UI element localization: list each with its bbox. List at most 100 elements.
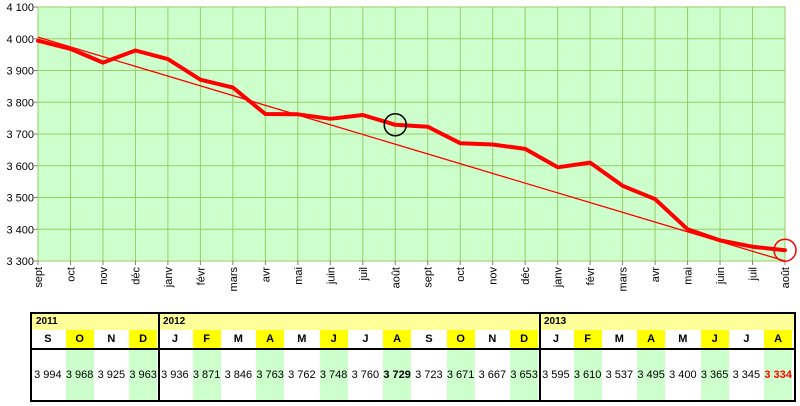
data-point <box>751 245 755 249</box>
x-tick-label: juil <box>358 267 370 281</box>
year-separator <box>539 314 541 400</box>
year-header <box>159 314 540 330</box>
line-chart: 3 300 3 400 3 500 3 600 3 700 3 800 3 900 4 000… <box>6 2 797 292</box>
x-tick-label: mars <box>228 267 240 292</box>
month-header: A <box>256 330 284 348</box>
data-point <box>36 39 40 43</box>
year-header <box>32 314 159 330</box>
month-header: A <box>764 330 792 348</box>
value-cell: 3 537 <box>605 369 634 381</box>
highlight-circle-black <box>383 113 408 137</box>
value-cell: 3 925 <box>97 369 126 381</box>
data-point <box>458 141 462 145</box>
x-tick-label: nov <box>98 267 110 285</box>
x-tick-label: janv <box>163 267 175 289</box>
data-point <box>393 123 397 127</box>
month-header: M <box>297 333 307 345</box>
data-point <box>101 61 105 65</box>
month-header: M <box>678 333 688 345</box>
data-point <box>491 142 495 146</box>
data-point <box>718 238 722 242</box>
month-header: F <box>192 330 221 348</box>
x-tick-label: nov <box>488 267 500 285</box>
data-point <box>783 248 787 252</box>
month-header: N <box>488 333 497 345</box>
value-cell: 3 871 <box>192 350 221 400</box>
month-header: J <box>362 333 369 345</box>
value-cell: 3 994 <box>34 369 62 381</box>
data-point <box>296 112 300 116</box>
month-header: M <box>614 333 624 345</box>
month-header: S <box>44 333 52 345</box>
value-cell: 3 334 <box>764 350 792 400</box>
data-point <box>621 184 625 188</box>
highlight-circle-red <box>773 238 797 262</box>
value-cell: 3 667 <box>478 369 507 381</box>
data-point <box>133 48 137 52</box>
year-separator <box>158 314 160 400</box>
data-point <box>198 78 202 82</box>
data-point <box>68 47 72 51</box>
value-cell: 3 763 <box>256 350 284 400</box>
x-tick-label: mai <box>293 267 305 285</box>
month-header: J <box>552 333 559 345</box>
year-label: 2011 <box>36 316 58 327</box>
month-header: S <box>425 333 433 345</box>
header-separator <box>32 348 794 350</box>
data-point <box>166 57 170 61</box>
month-header: D <box>129 330 157 348</box>
value-cell: 3 595 <box>542 369 570 381</box>
value-cell: 3 748 <box>319 350 348 400</box>
x-tick-label: juin <box>715 267 727 285</box>
value-cell: 3 729 <box>383 350 411 400</box>
y-tick-label: 3 500 <box>6 193 34 205</box>
year-label: 2012 <box>163 316 186 327</box>
value-cell: 3 846 <box>224 369 253 381</box>
y-tick-label: 4 000 <box>6 34 34 46</box>
y-tick-label: 3 400 <box>6 224 34 236</box>
x-tick-label: août <box>780 267 792 288</box>
month-header: D <box>510 330 538 348</box>
x-tick-label: août <box>390 267 402 288</box>
data-point <box>361 113 365 117</box>
value-cell: 3 968 <box>65 350 94 400</box>
value-cell: 3 610 <box>573 350 602 400</box>
month-header: M <box>233 333 243 345</box>
value-cell: 3 723 <box>415 369 443 381</box>
y-tick-label: 3 300 <box>6 256 34 268</box>
value-cell: 3 400 <box>669 369 697 381</box>
x-tick-label: mai <box>683 267 695 285</box>
y-tick-label: 3 600 <box>6 161 34 173</box>
trend-line <box>37 36 786 262</box>
x-tick-label: févr <box>585 267 597 286</box>
month-header: J <box>319 330 348 348</box>
value-cell: 3 365 <box>700 350 729 400</box>
x-tick-label: sept <box>423 267 435 288</box>
month-header: A <box>383 330 411 348</box>
x-tick-label: févr <box>195 267 207 286</box>
y-tick-label: 3 800 <box>6 97 34 109</box>
x-tick-label: oct <box>455 267 467 282</box>
data-point <box>686 227 690 231</box>
data-point <box>523 147 527 151</box>
data-point <box>328 117 332 121</box>
data-point <box>588 161 592 165</box>
month-header: N <box>107 333 116 345</box>
data-point <box>653 197 657 201</box>
x-tick-label: déc <box>520 267 532 285</box>
series-line <box>36 38 787 253</box>
data-point <box>231 86 235 90</box>
value-cell: 3 760 <box>351 369 380 381</box>
month-header: J <box>171 333 178 345</box>
data-point <box>263 112 267 116</box>
y-tick-label: 3 700 <box>6 129 34 141</box>
x-tick-label: juil <box>748 267 760 281</box>
x-tick-label: mars <box>618 267 630 292</box>
month-header: A <box>637 330 665 348</box>
month-header: O <box>65 330 94 348</box>
value-cell: 3 345 <box>732 369 761 381</box>
x-tick-label: avr <box>650 267 662 283</box>
value-cell: 3 936 <box>161 369 189 381</box>
data-point <box>426 125 430 129</box>
x-tick-label: avr <box>260 267 272 283</box>
